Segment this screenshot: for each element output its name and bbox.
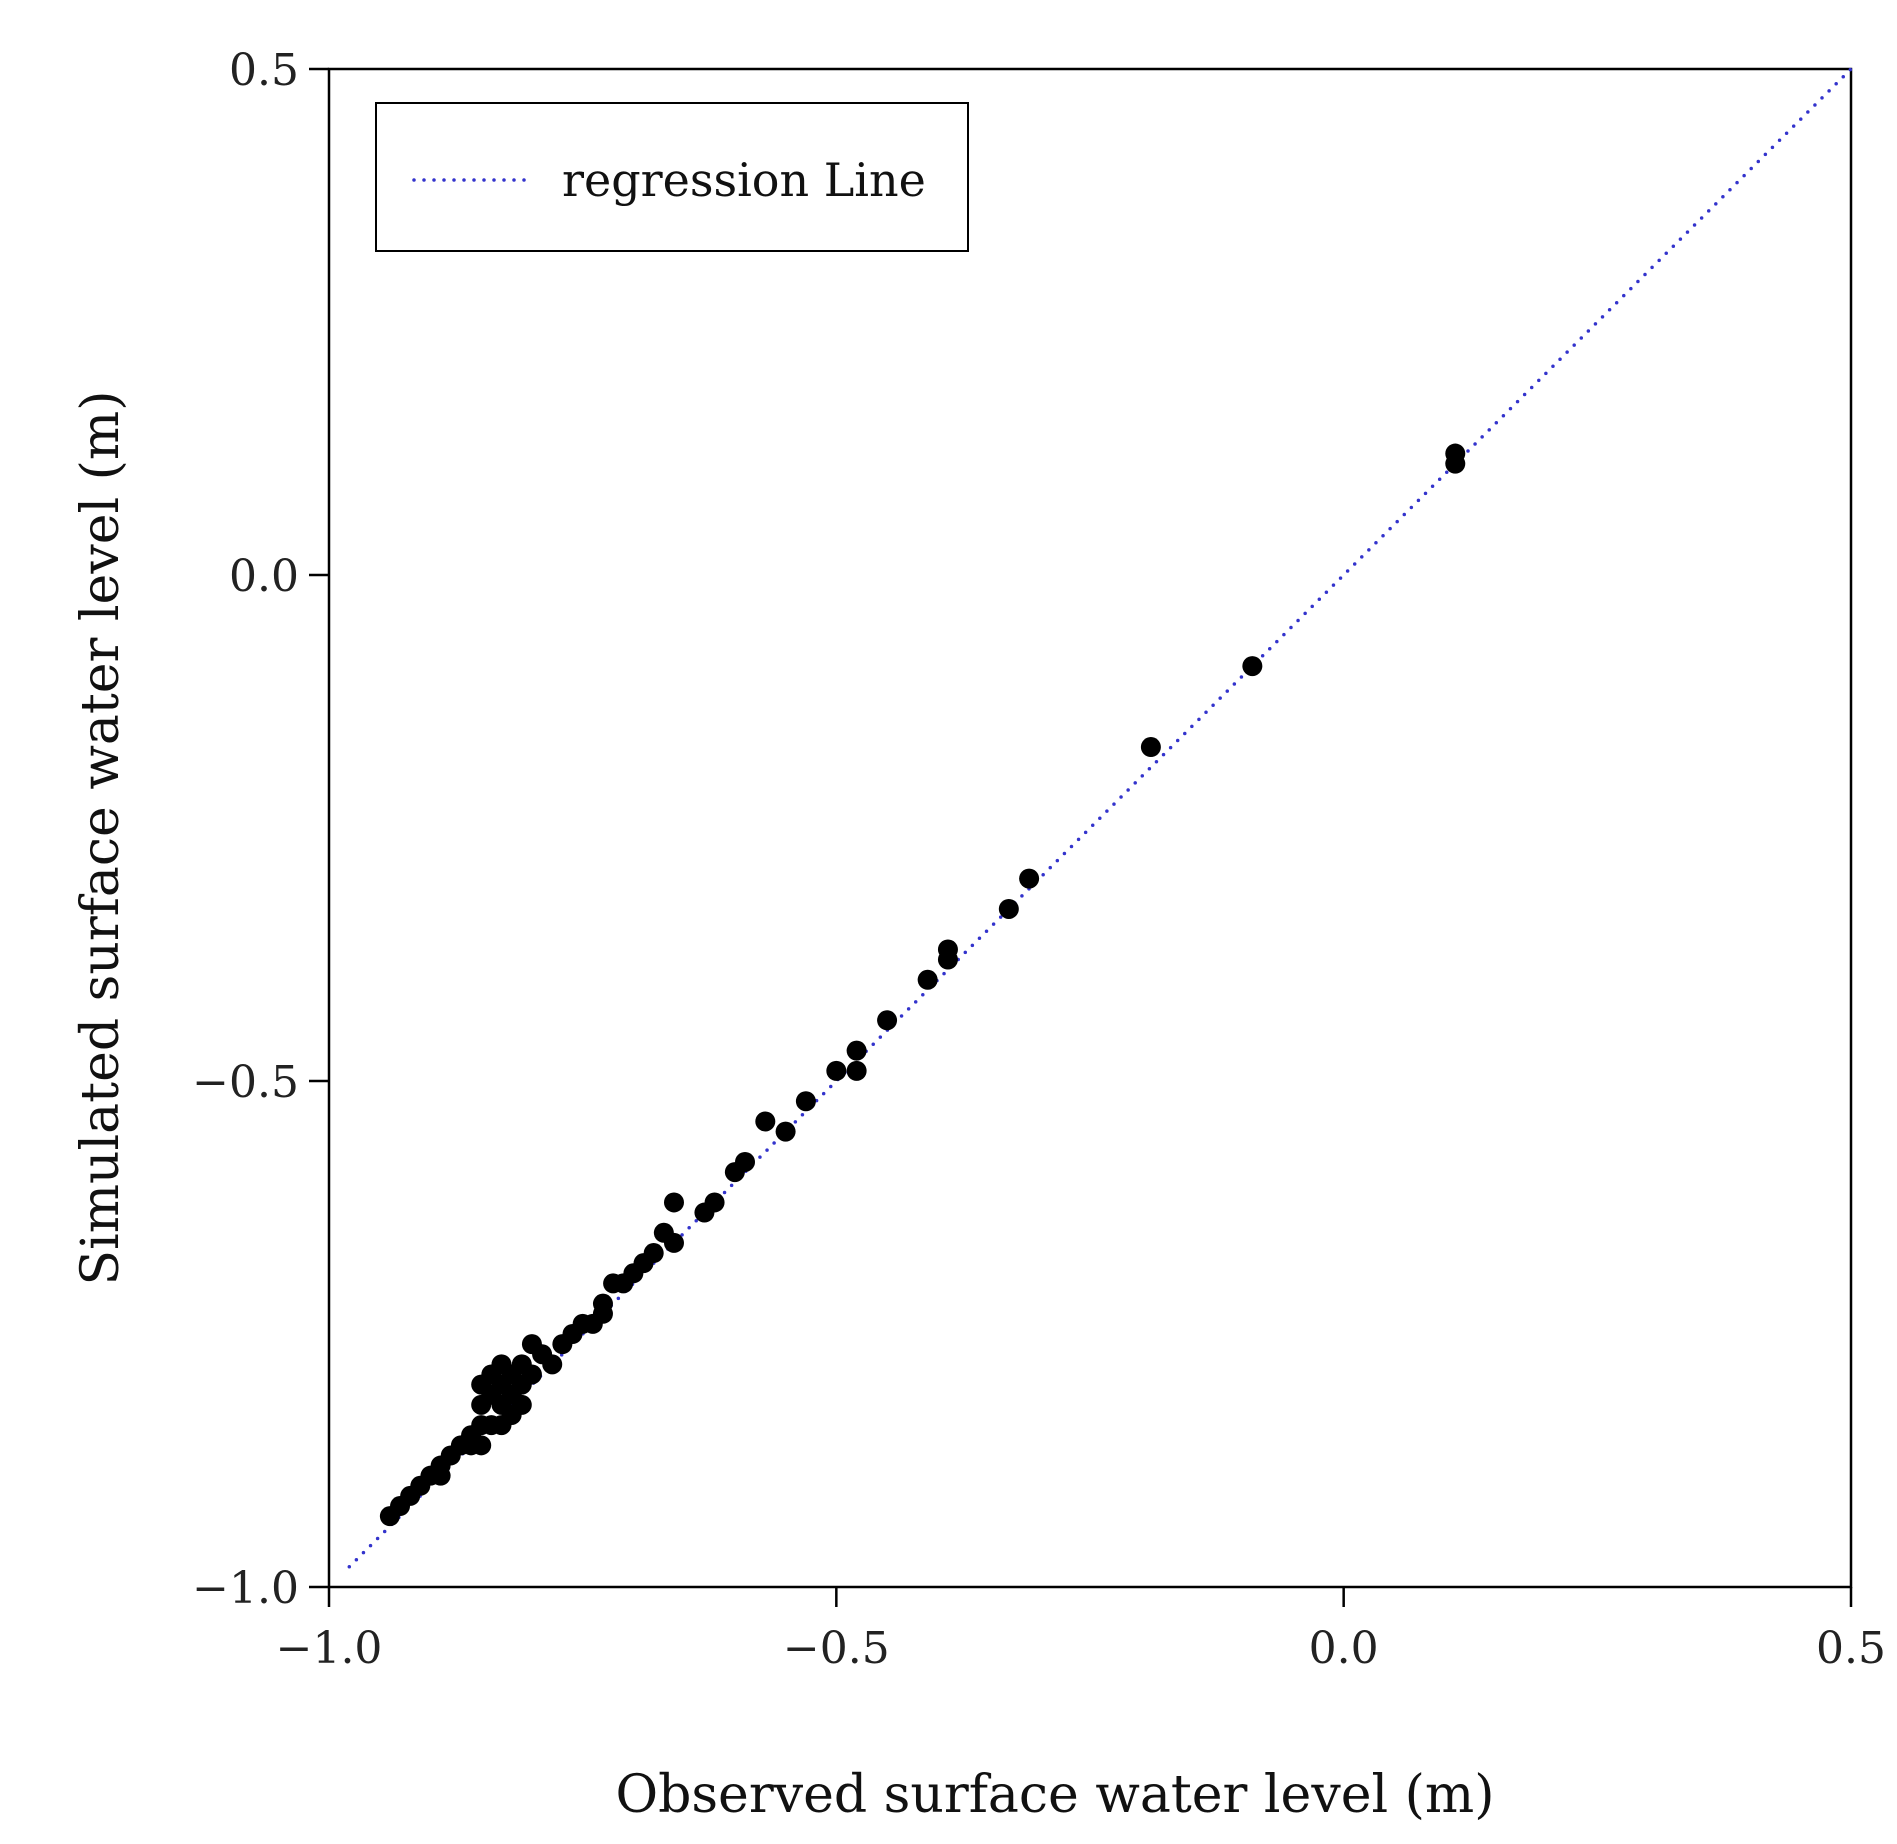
- y-tick-label: −1.0: [192, 1563, 299, 1614]
- x-tick-label: −0.5: [783, 1623, 890, 1674]
- data-point: [998, 898, 1019, 919]
- y-axis-title: Simulated surface water level (m): [71, 390, 131, 1285]
- data-point: [846, 1040, 867, 1061]
- data-point: [937, 939, 958, 960]
- legend-box: [375, 102, 969, 252]
- data-point: [877, 1010, 898, 1031]
- data-point: [694, 1202, 715, 1223]
- data-point: [379, 1506, 400, 1527]
- data-point: [1140, 737, 1161, 758]
- data-point: [603, 1273, 624, 1294]
- y-axis-ticks: −1.0 −0.5 0.0 0.5: [192, 45, 329, 1614]
- data-point: [521, 1334, 542, 1355]
- data-point: [552, 1334, 573, 1355]
- legend: regression Line: [375, 102, 969, 252]
- data-point: [663, 1192, 684, 1213]
- data-points: [379, 443, 1466, 1527]
- y-tick-label: 0.5: [229, 45, 299, 96]
- x-axis-title: Observed surface water level (m): [615, 1765, 1494, 1825]
- regression-line: [347, 67, 1853, 1569]
- x-tick-label: 0.5: [1816, 1623, 1886, 1674]
- data-point: [471, 1394, 492, 1415]
- data-point: [1242, 656, 1263, 677]
- data-point: [1019, 868, 1040, 889]
- data-point: [775, 1121, 796, 1142]
- x-axis-ticks: −1.0 −0.5 0.0 0.5: [276, 1587, 1886, 1674]
- data-point: [846, 1060, 867, 1081]
- data-point: [724, 1162, 745, 1183]
- x-tick-label: 0.0: [1309, 1623, 1379, 1674]
- x-tick-label: −1.0: [276, 1623, 383, 1674]
- data-point: [1445, 453, 1466, 474]
- data-point: [917, 969, 938, 990]
- y-tick-label: 0.0: [229, 551, 299, 602]
- data-point: [755, 1111, 776, 1132]
- plot-frame: [327, 67, 1853, 1589]
- data-point: [471, 1374, 492, 1395]
- data-point: [653, 1222, 674, 1243]
- data-point: [826, 1060, 847, 1081]
- legend-label-regression-line: regression Line: [562, 153, 926, 207]
- data-point: [795, 1091, 816, 1112]
- y-tick-label: −0.5: [192, 1057, 299, 1108]
